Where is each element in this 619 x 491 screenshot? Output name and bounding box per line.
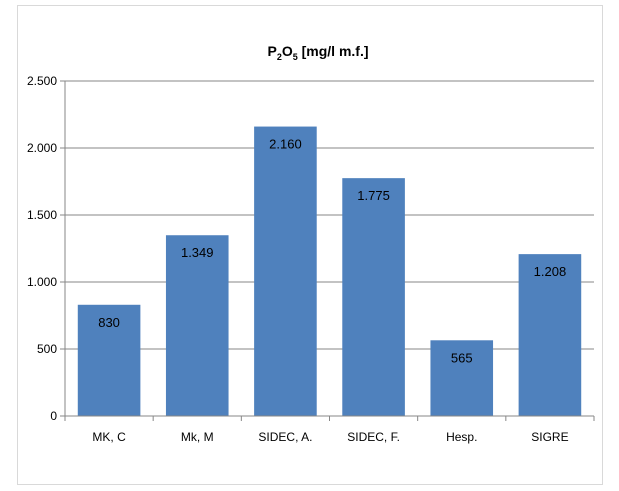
gridlines bbox=[65, 80, 594, 350]
bar bbox=[165, 235, 229, 416]
bar-chart: P2O5 [mg/l m.f.] 0 500 1.000 1.500 2.000 2.50… bbox=[27, 43, 595, 444]
y-tick-label: 1.500 bbox=[27, 208, 57, 222]
y-tick-label: 1.000 bbox=[27, 275, 57, 289]
x-tick-label: MK, C bbox=[92, 430, 126, 444]
x-tick-labels: MK, C Mk, M SIDEC, A. SIDEC, F. Hesp. SIGRE bbox=[92, 430, 568, 444]
bar bbox=[518, 254, 582, 416]
data-label: 830 bbox=[98, 315, 120, 330]
x-tick-label: Mk, M bbox=[181, 430, 214, 444]
y-tick-label: 500 bbox=[37, 342, 57, 356]
chart-frame: P2O5 [mg/l m.f.] 0 500 1.000 1.500 2.000 2.50… bbox=[17, 5, 603, 485]
y-tick-labels: 0 500 1.000 1.500 2.000 2.500 bbox=[27, 74, 57, 423]
x-tick-label: SIDEC, F. bbox=[347, 430, 400, 444]
y-tick-label: 0 bbox=[50, 409, 57, 423]
x-tick-label: Hesp. bbox=[446, 430, 477, 444]
data-label: 565 bbox=[451, 350, 473, 365]
bars bbox=[77, 126, 582, 416]
bar bbox=[77, 304, 141, 416]
x-tick-label: SIDEC, A. bbox=[258, 430, 312, 444]
x-tick-label: SIGRE bbox=[531, 430, 568, 444]
data-label: 1.349 bbox=[181, 245, 214, 260]
chart-title: P2O5 [mg/l m.f.] bbox=[267, 43, 368, 62]
axes bbox=[60, 80, 595, 421]
bar bbox=[430, 340, 494, 416]
data-label: 1.775 bbox=[357, 188, 390, 203]
bar bbox=[254, 126, 317, 416]
data-label: 1.208 bbox=[534, 264, 567, 279]
data-label: 2.160 bbox=[269, 137, 302, 152]
y-tick-label: 2.000 bbox=[27, 141, 57, 155]
y-tick-label: 2.500 bbox=[27, 74, 57, 88]
data-labels: 830 1.349 2.160 1.775 565 1.208 bbox=[98, 137, 566, 366]
bar bbox=[342, 178, 405, 416]
